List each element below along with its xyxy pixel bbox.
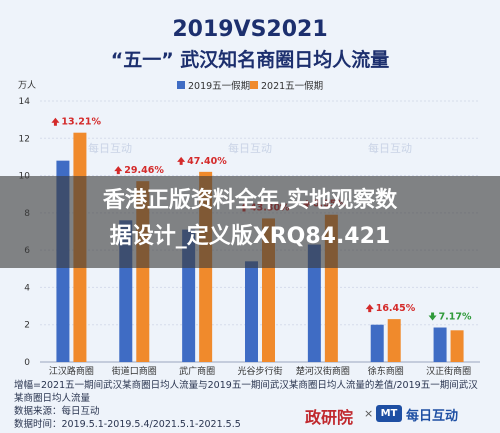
y-tick-label: 12 bbox=[19, 134, 30, 144]
bar-2021 bbox=[387, 319, 401, 362]
x-tick-label: 徐东商圈 bbox=[368, 365, 404, 377]
arrow-up-icon bbox=[114, 166, 123, 175]
legend-swatch-2021 bbox=[250, 81, 258, 89]
y-tick-label: 14 bbox=[19, 97, 31, 107]
legend-label-2019: 2019五一假期 bbox=[188, 80, 250, 92]
watermark-text: 每日互动 bbox=[368, 141, 412, 155]
growth-label: 7.17% bbox=[439, 312, 472, 323]
arrow-up-icon bbox=[177, 156, 186, 165]
legend: 2019五一假期 2021五一假期 bbox=[177, 80, 323, 92]
x-tick-label: 光谷步行街 bbox=[237, 365, 282, 377]
logo-zhengyanyuan: 政研院 bbox=[305, 408, 354, 427]
y-axis-label: 万人 bbox=[18, 80, 36, 91]
logo-meiri: 每日互动 bbox=[406, 409, 459, 424]
x-tick-label: 汉正街商圈 bbox=[426, 365, 471, 377]
growth-label: 13.21% bbox=[61, 117, 101, 128]
growth-label: 29.46% bbox=[124, 165, 164, 176]
logo-separator: × bbox=[364, 407, 374, 420]
chart-title-line1: 2019VS2021 bbox=[172, 17, 327, 42]
arrow-down-icon bbox=[428, 312, 437, 321]
growth-label: 47.40% bbox=[187, 156, 227, 167]
growth-label: 16.45% bbox=[376, 303, 416, 314]
watermark-text: 每日互动 bbox=[88, 141, 132, 155]
arrow-up-icon bbox=[365, 304, 374, 313]
y-tick-label: 0 bbox=[24, 358, 30, 368]
watermark-text: 每日互动 bbox=[228, 141, 272, 155]
bar-2019 bbox=[307, 244, 321, 362]
y-tick-label: 4 bbox=[24, 283, 30, 293]
legend-swatch-2019 bbox=[177, 81, 185, 89]
x-tick-label: 街道口商圈 bbox=[112, 365, 157, 377]
footer-source: 数据来源：每日互动 bbox=[14, 406, 100, 417]
legend-label-2021: 2021五一假期 bbox=[261, 80, 323, 92]
overlay-text-line2: 据设计_定义版XRQ84.421 bbox=[109, 224, 391, 249]
arrow-up-icon bbox=[51, 117, 60, 126]
watermark-layer: 每日互动 每日互动 每日互动 bbox=[88, 141, 412, 155]
logo-badge-icon: MT bbox=[376, 405, 402, 422]
footer-note-line1: 增幅=2021五一期间武汉某商圈日均人流量与2019五一期间武汉某商圈日均人流量… bbox=[14, 380, 478, 391]
y-tick-label: 2 bbox=[24, 321, 30, 331]
x-ticks: 江汉路商圈 街道口商圈 武广商圈 光谷步行街 楚河汉街商圈 徐东商圈 汉正街商圈 bbox=[49, 365, 471, 377]
bar-2019 bbox=[433, 327, 447, 362]
bar-2021 bbox=[450, 330, 464, 362]
overlay-band bbox=[0, 176, 500, 268]
bar-2019 bbox=[245, 261, 258, 362]
x-tick-label: 江汉路商圈 bbox=[49, 365, 94, 377]
x-tick-label: 武广商圈 bbox=[179, 365, 215, 377]
bar-2019 bbox=[370, 324, 384, 362]
footer-note-line2: 某商圈日均人流量 bbox=[14, 393, 91, 404]
footer-period: 数据时间：2019.5.1-2019.5.4/2021.5.1-2021.5.5 bbox=[14, 419, 241, 430]
x-tick-label: 楚河汉街商圈 bbox=[296, 365, 350, 377]
overlay-text-line1: 香港正版资料全年,实地观察数 bbox=[102, 188, 398, 213]
chart-title-line2: “五一” 武汉知名商圈日均人流量 bbox=[111, 48, 390, 71]
